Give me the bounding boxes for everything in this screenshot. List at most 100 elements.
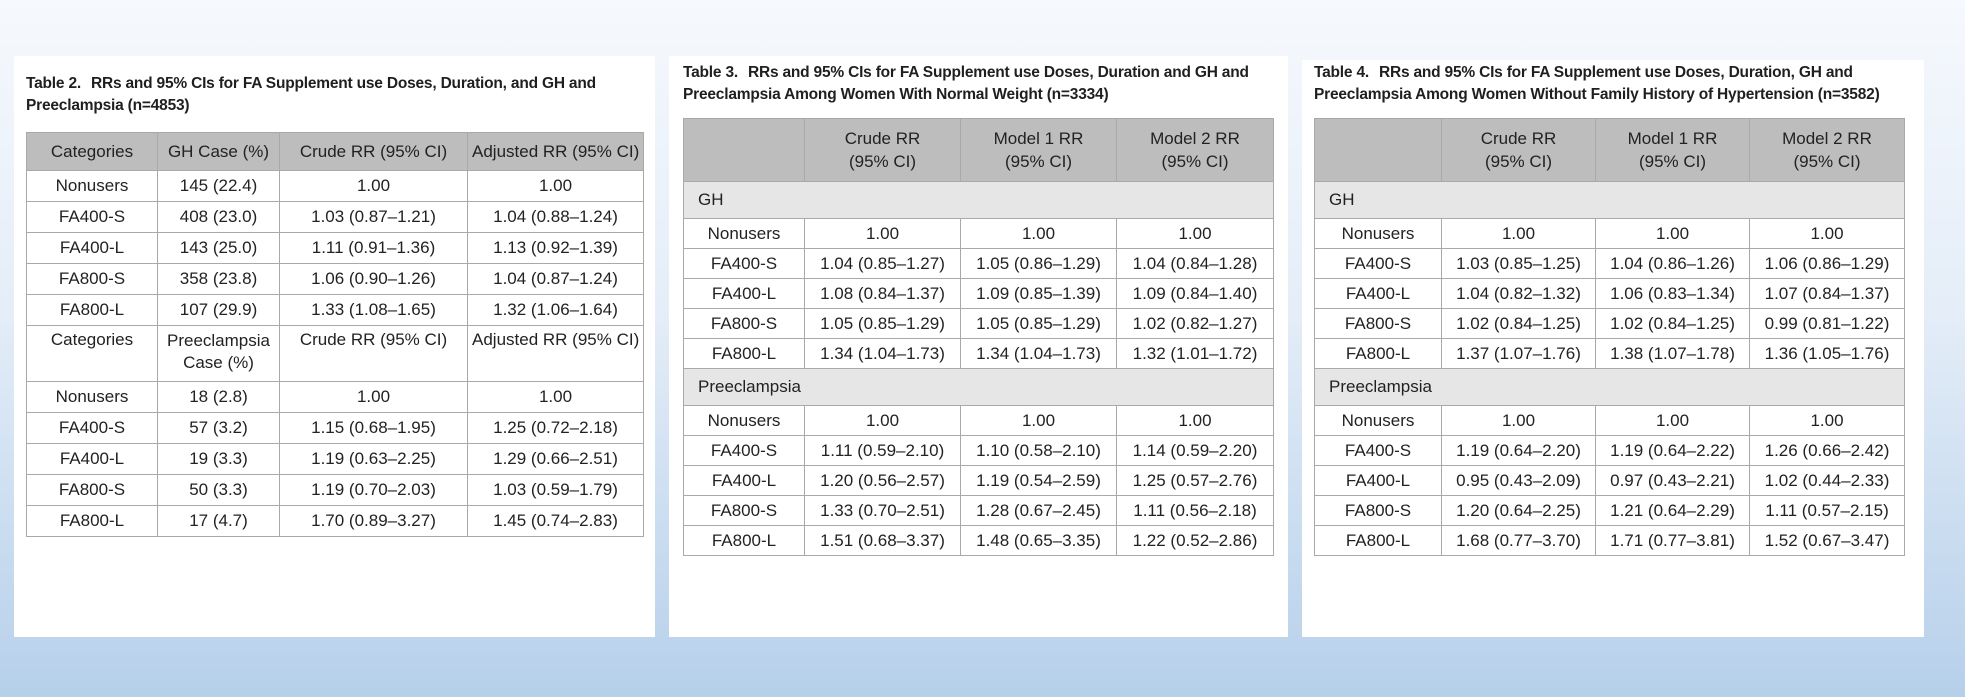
row-label-cell: FA800-L xyxy=(1314,338,1442,369)
value-cell: 1.06 (0.90–1.26) xyxy=(279,263,468,295)
row-label-cell: Nonusers xyxy=(26,381,158,413)
value-cell: 1.05 (0.85–1.29) xyxy=(804,308,961,339)
row-label-cell: FA800-L xyxy=(683,525,805,556)
value-cell: 1.03 (0.59–1.79) xyxy=(467,474,644,506)
value-cell: 1.45 (0.74–2.83) xyxy=(467,505,644,537)
value-cell: 50 (3.3) xyxy=(157,474,280,506)
table-4-number: Table 4. xyxy=(1314,64,1369,81)
value-cell: 1.04 (0.82–1.32) xyxy=(1441,278,1596,309)
value-cell: 1.11 (0.91–1.36) xyxy=(279,232,468,264)
column-header: Adjusted RR (95% CI) xyxy=(467,325,644,382)
column-header: Model 1 RR (95% CI) xyxy=(960,118,1117,182)
value-cell: 1.25 (0.72–2.18) xyxy=(467,412,644,444)
table-3-header-row: Crude RR (95% CI) Model 1 RR (95% CI) Mo… xyxy=(683,118,1274,182)
value-cell: 1.19 (0.54–2.59) xyxy=(960,465,1117,496)
table-4-header-row: Crude RR (95% CI) Model 1 RR (95% CI) Mo… xyxy=(1314,118,1905,182)
value-cell: 1.37 (1.07–1.76) xyxy=(1441,338,1596,369)
table-row: FA800-L 1.34 (1.04–1.73) 1.34 (1.04–1.73) 1… xyxy=(683,338,1274,369)
row-label-cell: FA800-S xyxy=(683,308,805,339)
value-cell: 1.04 (0.85–1.27) xyxy=(804,248,961,279)
table-row: FA400-L 1.08 (0.84–1.37) 1.09 (0.85–1.39) 1… xyxy=(683,278,1274,309)
value-cell: 1.02 (0.82–1.27) xyxy=(1116,308,1274,339)
row-label-cell: FA400-L xyxy=(683,465,805,496)
table-row: FA400-L 19 (3.3) 1.19 (0.63–2.25) 1.29 (0.6… xyxy=(26,443,644,475)
group-row-preeclampsia: Preeclampsia xyxy=(1314,368,1905,406)
table-row: Nonusers 1.00 1.00 1.00 xyxy=(1314,218,1905,249)
row-label-cell: Nonusers xyxy=(26,170,158,202)
row-label-cell: Nonusers xyxy=(1314,405,1442,436)
value-cell: 1.00 xyxy=(1749,218,1905,249)
column-header: Crude RR (95% CI) xyxy=(279,132,468,171)
value-cell: 1.51 (0.68–3.37) xyxy=(804,525,961,556)
row-label-cell: FA400-S xyxy=(683,248,805,279)
value-cell: 1.52 (0.67–3.47) xyxy=(1749,525,1905,556)
table-row: FA800-S 1.05 (0.85–1.29) 1.05 (0.85–1.29) 1… xyxy=(683,308,1274,339)
value-cell: 1.00 xyxy=(1441,405,1596,436)
table-2: Categories GH Case (%) Crude RR (95% CI)… xyxy=(26,132,644,537)
value-cell: 1.21 (0.64–2.29) xyxy=(1595,495,1750,526)
value-cell: 0.95 (0.43–2.09) xyxy=(1441,465,1596,496)
table-row: FA800-L 1.37 (1.07–1.76) 1.38 (1.07–1.78) 1… xyxy=(1314,338,1905,369)
table-row: FA400-L 143 (25.0) 1.11 (0.91–1.36) 1.13 (0… xyxy=(26,232,644,264)
table-3-caption: Table 3. RRs and 95% CIs for FA Supplemen… xyxy=(683,62,1278,106)
column-header: Adjusted RR (95% CI) xyxy=(467,132,644,171)
value-cell: 0.99 (0.81–1.22) xyxy=(1749,308,1905,339)
column-header: Model 2 RR (95% CI) xyxy=(1116,118,1274,182)
row-label-cell: Nonusers xyxy=(683,405,805,436)
value-cell: 1.36 (1.05–1.76) xyxy=(1749,338,1905,369)
value-cell: 1.22 (0.52–2.86) xyxy=(1116,525,1274,556)
value-cell: 1.70 (0.89–3.27) xyxy=(279,505,468,537)
table-row: FA400-S 1.19 (0.64–2.20) 1.19 (0.64–2.22) 1… xyxy=(1314,435,1905,466)
value-cell: 1.09 (0.84–1.40) xyxy=(1116,278,1274,309)
value-cell: 1.06 (0.83–1.34) xyxy=(1595,278,1750,309)
value-cell: 1.11 (0.59–2.10) xyxy=(804,435,961,466)
value-cell: 1.29 (0.66–2.51) xyxy=(467,443,644,475)
value-cell: 1.00 xyxy=(1116,218,1274,249)
value-cell: 1.48 (0.65–3.35) xyxy=(960,525,1117,556)
value-cell: 1.00 xyxy=(1595,405,1750,436)
value-cell: 1.02 (0.84–1.25) xyxy=(1441,308,1596,339)
table-3-title: RRs and 95% CIs for FA Supplement use Do… xyxy=(683,64,1249,103)
group-row-preeclampsia: Preeclampsia xyxy=(683,368,1274,406)
value-cell: 18 (2.8) xyxy=(157,381,280,413)
value-cell: 1.28 (0.67–2.45) xyxy=(960,495,1117,526)
table-row: FA800-S 1.20 (0.64–2.25) 1.21 (0.64–2.29) 1… xyxy=(1314,495,1905,526)
group-label: GH xyxy=(1314,181,1905,219)
value-cell: 1.26 (0.66–2.42) xyxy=(1749,435,1905,466)
value-cell: 1.00 xyxy=(1749,405,1905,436)
value-cell: 1.09 (0.85–1.39) xyxy=(960,278,1117,309)
value-cell: 1.00 xyxy=(804,218,961,249)
table-row: Nonusers 1.00 1.00 1.00 xyxy=(1314,405,1905,436)
value-cell: 1.00 xyxy=(1595,218,1750,249)
column-header: Categories xyxy=(26,325,158,382)
value-cell: 1.00 xyxy=(467,170,644,202)
row-label-cell: FA800-S xyxy=(683,495,805,526)
table-3-number: Table 3. xyxy=(683,64,738,81)
value-cell: 358 (23.8) xyxy=(157,263,280,295)
table-row: FA800-S 358 (23.8) 1.06 (0.90–1.26) 1.04 (0… xyxy=(26,263,644,295)
row-label-cell: FA400-S xyxy=(683,435,805,466)
value-cell: 1.68 (0.77–3.70) xyxy=(1441,525,1596,556)
table-row: FA800-L 107 (29.9) 1.33 (1.08–1.65) 1.32 (1… xyxy=(26,294,644,326)
table-row: FA800-L 1.51 (0.68–3.37) 1.48 (0.65–3.35) 1… xyxy=(683,525,1274,556)
value-cell: 1.34 (1.04–1.73) xyxy=(960,338,1117,369)
column-header: GH Case (%) xyxy=(157,132,280,171)
value-cell: 1.08 (0.84–1.37) xyxy=(804,278,961,309)
column-header: Categories xyxy=(26,132,158,171)
value-cell: 1.00 xyxy=(960,405,1117,436)
value-cell: 1.00 xyxy=(960,218,1117,249)
value-cell: 1.15 (0.68–1.95) xyxy=(279,412,468,444)
row-label-cell: FA400-L xyxy=(26,232,158,264)
table-4-caption: Table 4. RRs and 95% CIs for FA Supplemen… xyxy=(1314,62,1914,106)
row-label-cell: FA800-L xyxy=(26,505,158,537)
column-header: Model 2 RR (95% CI) xyxy=(1749,118,1905,182)
row-label-cell: FA800-L xyxy=(26,294,158,326)
value-cell: 1.20 (0.56–2.57) xyxy=(804,465,961,496)
value-cell: 1.00 xyxy=(804,405,961,436)
table-4: Crude RR (95% CI) Model 1 RR (95% CI) Mo… xyxy=(1314,118,1905,556)
value-cell: 1.25 (0.57–2.76) xyxy=(1116,465,1274,496)
column-header: Crude RR (95% CI) xyxy=(1441,118,1596,182)
value-cell: 17 (4.7) xyxy=(157,505,280,537)
group-label: Preeclampsia xyxy=(683,368,1274,406)
group-row-gh: GH xyxy=(1314,181,1905,219)
